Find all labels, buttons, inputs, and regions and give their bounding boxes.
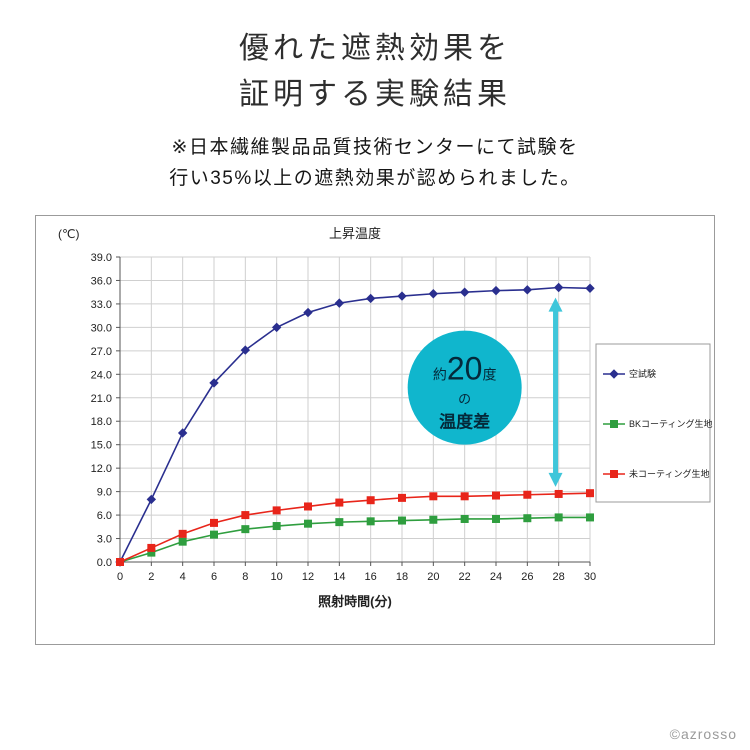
svg-text:18: 18 xyxy=(396,571,408,583)
temperature-rise-chart: 0.0 3.0 6.0 9.0 12.0 15.0 18.0 21.0 24.0 27.0 30.0… xyxy=(58,226,712,609)
svg-text:9.0: 9.0 xyxy=(97,486,112,498)
svg-text:0.0: 0.0 xyxy=(97,557,112,569)
svg-text:3.0: 3.0 xyxy=(97,533,112,545)
grid xyxy=(119,256,591,563)
series-bk-coated-fabric xyxy=(116,513,594,566)
svg-text:未コーティング生地: 未コーティング生地 xyxy=(629,468,709,479)
svg-text:空試験: 空試験 xyxy=(629,368,656,379)
certification-note-line1: ※日本繊維製品品質技術センターにて試験を xyxy=(171,137,579,159)
svg-text:6: 6 xyxy=(211,571,217,583)
svg-text:24.0: 24.0 xyxy=(91,369,112,381)
svg-text:22: 22 xyxy=(459,571,471,583)
svg-text:12.0: 12.0 xyxy=(91,463,112,475)
svg-text:26: 26 xyxy=(521,571,533,583)
svg-text:4: 4 xyxy=(180,571,186,583)
svg-text:36.0: 36.0 xyxy=(91,275,112,287)
x-axis-labels: 0 2 4 6 8 10 12 14 16 18 20 22 24 26 28 30 xyxy=(117,561,596,583)
svg-text:温度差: 温度差 xyxy=(439,411,490,431)
legend-item-bk-coated-fabric: BKコーティング生地 xyxy=(603,418,712,429)
axes xyxy=(119,256,590,563)
svg-text:8: 8 xyxy=(242,571,248,583)
svg-text:30: 30 xyxy=(584,571,596,583)
certification-note-line2: 行い35%以上の遮熱効果が認められました。 xyxy=(169,167,581,189)
svg-text:14: 14 xyxy=(333,571,345,583)
svg-text:12: 12 xyxy=(302,571,314,583)
svg-text:6.0: 6.0 xyxy=(97,510,112,522)
svg-text:16: 16 xyxy=(365,571,377,583)
y-unit-label: (℃) xyxy=(58,227,79,241)
legend-item-blank-test: 空試験 xyxy=(603,368,656,379)
svg-text:28: 28 xyxy=(553,571,565,583)
watermark-credit: ©azrosso xyxy=(669,726,737,742)
series-uncoated-fabric xyxy=(116,488,594,566)
page-title-line1: 優れた遮熱効果を xyxy=(239,32,511,65)
chart-frame: 0.0 3.0 6.0 9.0 12.0 15.0 18.0 21.0 24.0 27.0 30.0… xyxy=(35,214,715,645)
y-axis-labels: 0.0 3.0 6.0 9.0 12.0 15.0 18.0 21.0 24.0 27.0 30.0… xyxy=(91,252,120,569)
x-axis-label: 照射時間(分) xyxy=(318,594,392,609)
page-title: 優れた遮熱効果を 証明する実験結果 xyxy=(0,0,750,117)
svg-text:15.0: 15.0 xyxy=(91,439,112,451)
svg-text:約20度: 約20度 xyxy=(433,350,497,386)
svg-text:2: 2 xyxy=(148,571,154,583)
temperature-difference-arrow xyxy=(548,297,563,487)
svg-text:18.0: 18.0 xyxy=(91,416,112,428)
svg-text:10: 10 xyxy=(271,571,283,583)
svg-text:33.0: 33.0 xyxy=(91,299,112,311)
svg-text:の: の xyxy=(458,391,471,406)
svg-text:21.0: 21.0 xyxy=(91,392,112,404)
svg-text:39.0: 39.0 xyxy=(91,252,112,264)
certification-note: ※日本繊維製品品質技術センターにて試験を 行い35%以上の遮熱効果が認められまし… xyxy=(0,133,750,195)
chart-title: 上昇温度 xyxy=(329,226,381,241)
legend-item-uncoated-fabric: 未コーティング生地 xyxy=(603,468,709,479)
svg-text:BKコーティング生地: BKコーティング生地 xyxy=(629,418,712,429)
svg-text:24: 24 xyxy=(490,571,502,583)
svg-text:27.0: 27.0 xyxy=(91,346,112,358)
svg-text:0: 0 xyxy=(117,571,123,583)
svg-text:20: 20 xyxy=(427,571,439,583)
page-title-line2: 証明する実験結果 xyxy=(239,77,511,111)
series-blank-test xyxy=(115,282,595,567)
svg-text:30.0: 30.0 xyxy=(91,322,112,334)
